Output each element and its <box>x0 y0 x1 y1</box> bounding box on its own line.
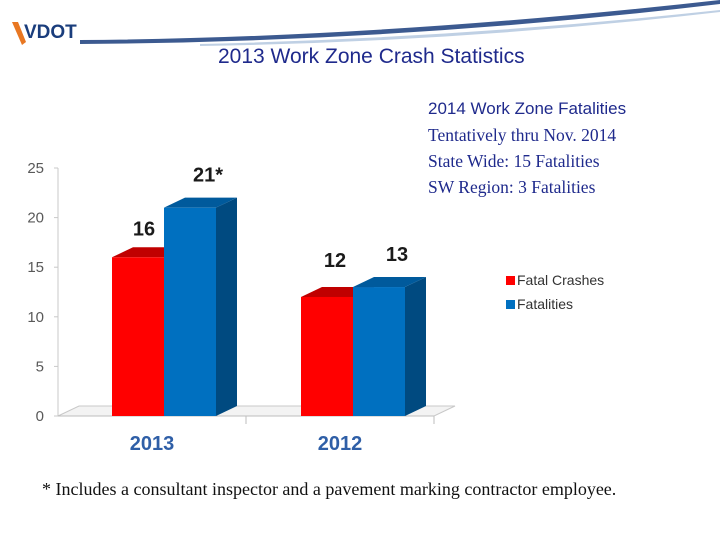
legend-label: Fatal Crashes <box>517 272 605 288</box>
legend-item-fatal-crashes: Fatal Crashes <box>506 268 604 292</box>
legend-swatch <box>506 299 515 309</box>
page-title: 2013 Work Zone Crash Statistics <box>218 45 525 68</box>
bar <box>301 296 353 416</box>
legend-label: Fatalities <box>517 296 574 312</box>
bar <box>353 287 405 416</box>
footnote: * Includes a consultant inspector and a … <box>42 479 617 499</box>
header-swoosh <box>80 0 720 46</box>
vdot-logo: VDOT <box>10 18 100 48</box>
legend-swatch <box>506 275 515 285</box>
bar-side <box>216 197 237 416</box>
bar-side <box>405 277 426 416</box>
logo-text: VDOT <box>24 22 77 43</box>
bar-data-label: 12 <box>324 250 346 272</box>
note-line: State Wide: 15 Fatalities <box>428 151 600 171</box>
bar-top <box>353 277 426 288</box>
y-tick-label: 5 <box>36 358 44 375</box>
y-tick-label: 25 <box>27 160 44 177</box>
y-tick-label: 20 <box>27 210 44 227</box>
bar-data-label: 13 <box>386 244 408 266</box>
bar-top <box>164 197 237 208</box>
chart-legend: Fatal Crashes Fatalities <box>506 268 604 316</box>
bar-data-label: 16 <box>133 218 155 240</box>
x-category-label: 2013 <box>130 433 175 455</box>
note-line: SW Region: 3 Fatalities <box>428 177 596 197</box>
legend-item-fatalities: Fatalities <box>506 292 604 316</box>
bar-data-label: 21* <box>193 165 223 187</box>
y-tick-label: 15 <box>27 259 44 276</box>
fatalities-note: 2014 Work Zone Fatalities Tentatively th… <box>428 96 626 200</box>
note-line: Tentatively thru Nov. 2014 <box>428 125 617 145</box>
bar <box>164 207 216 416</box>
y-tick-label: 0 <box>36 408 44 425</box>
x-category-label: 2012 <box>318 433 363 455</box>
note-line: 2014 Work Zone Fatalities <box>428 99 627 118</box>
bar <box>112 257 164 416</box>
y-tick-label: 10 <box>27 309 44 326</box>
